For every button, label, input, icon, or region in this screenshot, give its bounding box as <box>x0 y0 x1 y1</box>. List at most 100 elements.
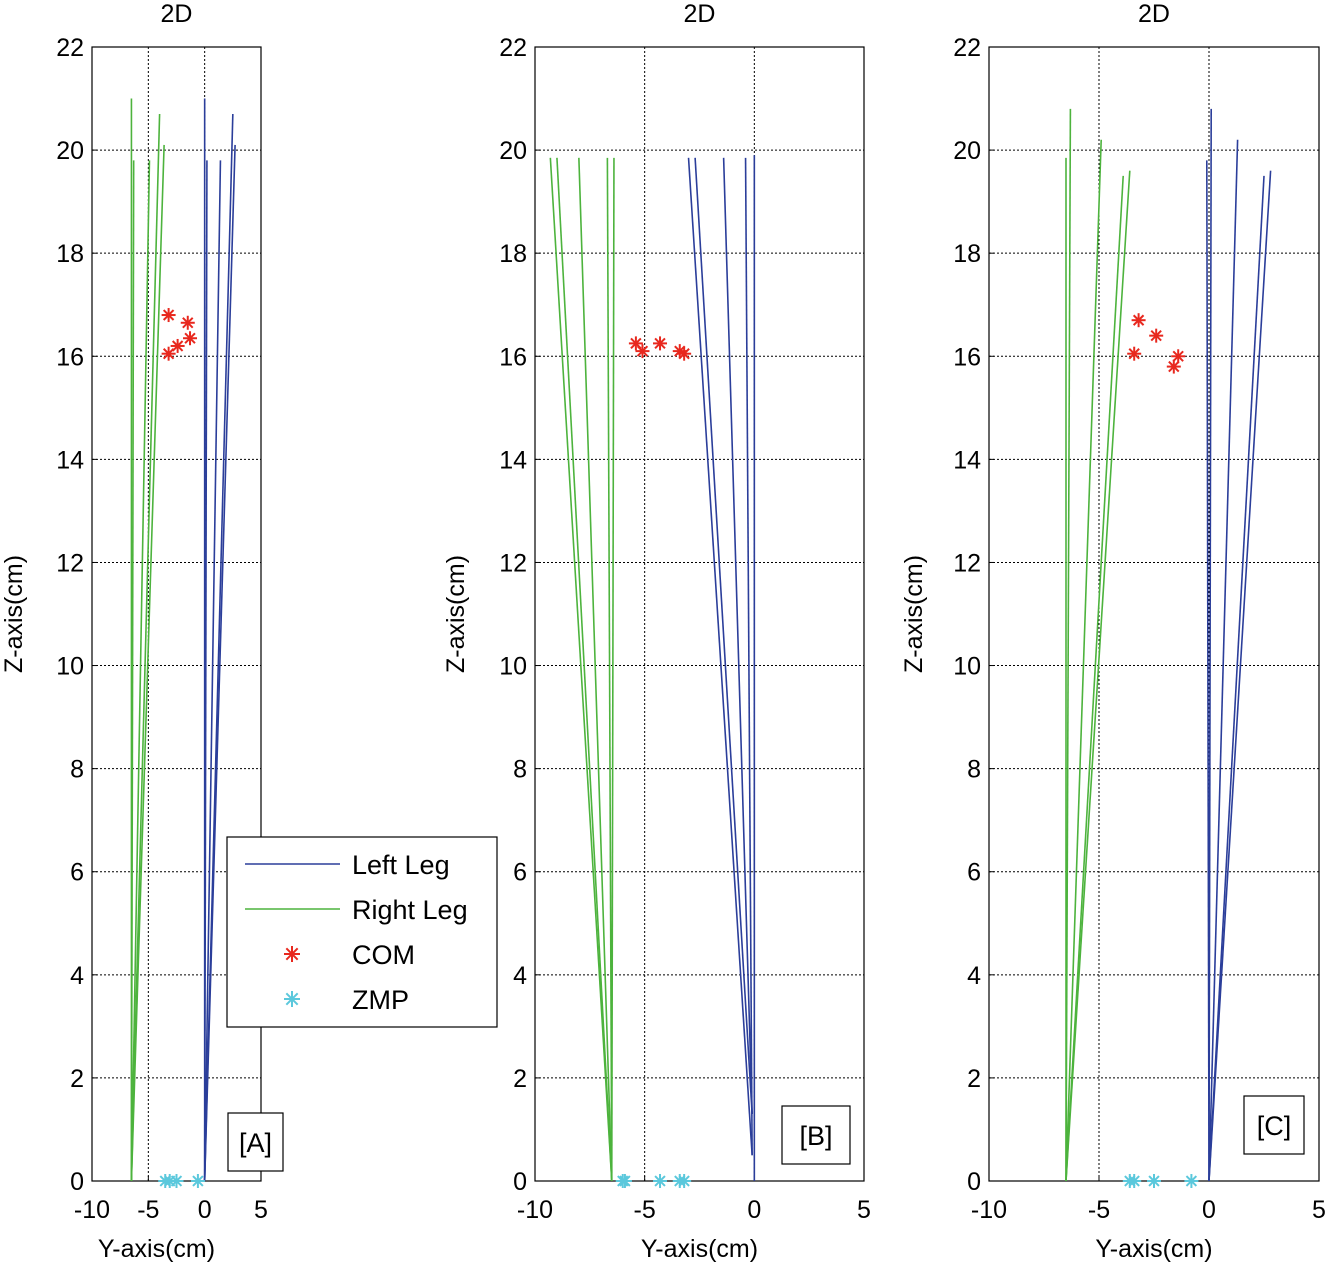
y-tick-label: 14 <box>56 446 84 474</box>
panel-a: -10 -5 0 5 0 2 4 6 8 10 12 14 16 18 20 22 2D Y-axis(cm) Z-… <box>0 0 284 1263</box>
y-tick-label: 0 <box>967 1168 981 1196</box>
com-marker-stroke <box>184 332 196 344</box>
y-tick-label: 18 <box>953 240 981 268</box>
right-leg-segment <box>549 157 613 1182</box>
right-leg-segment <box>130 144 165 1182</box>
y-tick-label: 22 <box>499 34 527 62</box>
left-leg-segment <box>203 160 222 1182</box>
zmp-marker <box>677 1174 692 1188</box>
com-marker <box>677 346 692 361</box>
x-tick-label: 5 <box>254 1196 268 1224</box>
y-tick-label: 16 <box>499 343 527 371</box>
right-leg-segment <box>556 157 613 1182</box>
x-axis-label: Y-axis(cm) <box>1095 1235 1212 1263</box>
x-axis-label: Y-axis(cm) <box>641 1235 758 1263</box>
panel-tag-box <box>781 1105 851 1165</box>
zmp-marker-stroke <box>192 1175 204 1187</box>
com-marker <box>170 338 185 353</box>
x-tick-label: 0 <box>1202 1196 1216 1224</box>
com-marker-stroke <box>636 345 649 357</box>
y-tick-label: 4 <box>70 962 84 990</box>
legend-label: Right Leg <box>352 895 468 925</box>
com-marker-stroke <box>678 348 690 360</box>
y-tick-label: 18 <box>56 240 84 268</box>
panel-b: -10 -5 0 5 0 2 4 6 8 10 12 14 16 18 20 22 2D Y-axis(cm) Z-… <box>442 0 871 1263</box>
legend: Left Leg Right Leg COM ZMP <box>226 836 498 1028</box>
right-leg-segment <box>130 160 135 1182</box>
zmp-marker-stroke <box>170 1175 183 1187</box>
y-tick-label: 14 <box>953 446 981 474</box>
zmp-marker-stroke <box>1128 1175 1140 1187</box>
y-tick-label: 12 <box>953 549 981 577</box>
y-tick-label: 2 <box>70 1065 84 1093</box>
com-marker-stroke <box>674 345 686 357</box>
com-marker <box>1131 313 1146 328</box>
legend-label: ZMP <box>352 985 409 1015</box>
right-leg-segment <box>606 157 613 1182</box>
y-tick-label: 16 <box>56 343 84 371</box>
y-tick-label: 10 <box>953 653 981 681</box>
zmp-marker <box>653 1174 668 1188</box>
zmp-marker <box>1147 1174 1161 1188</box>
y-axis-label: Z-axis(cm) <box>900 555 928 673</box>
x-tick-label: 5 <box>857 1196 871 1224</box>
y-tick-label: 8 <box>967 756 981 784</box>
legend-zmp-marker-stroke <box>285 992 299 1006</box>
chart-title: 2D <box>1138 0 1170 28</box>
left-leg-segment <box>203 160 208 1182</box>
x-axis-label: Y-axis(cm) <box>98 1235 215 1263</box>
com-marker-stroke <box>162 348 175 360</box>
com-marker <box>1149 328 1164 343</box>
legend-box <box>226 836 498 1028</box>
legend-label: COM <box>352 940 415 970</box>
legend-com-marker <box>284 946 300 962</box>
left-leg-segment <box>722 157 753 1115</box>
y-tick-label: 4 <box>513 962 527 990</box>
y-tick-label: 0 <box>70 1168 84 1196</box>
com-marker-stroke <box>162 309 175 321</box>
zmp-marker-stroke <box>619 1175 631 1187</box>
right-leg-segment <box>130 113 161 1182</box>
chart-title: 2D <box>161 0 193 28</box>
com-marker-stroke <box>1168 360 1180 373</box>
right-leg-segment <box>610 157 615 1182</box>
y-tick-label: 20 <box>499 137 527 165</box>
zmp-marker <box>1127 1174 1142 1188</box>
y-tick-label: 6 <box>513 859 527 887</box>
x-tick-label: 0 <box>198 1196 212 1224</box>
left-leg-segment <box>1208 170 1272 1182</box>
com-marker-stroke <box>1172 350 1184 362</box>
y-tick-label: 20 <box>56 137 84 165</box>
y-tick-label: 4 <box>967 962 981 990</box>
panel-tag-label: [B] <box>799 1121 832 1151</box>
com-marker <box>1166 359 1181 374</box>
chart-title: 2D <box>684 0 716 28</box>
zmp-marker-stroke <box>654 1175 666 1187</box>
left-leg-segment <box>744 157 753 1156</box>
right-leg-segment <box>1065 175 1124 1182</box>
y-axis-label: Z-axis(cm) <box>442 555 470 673</box>
left-leg-segment <box>1208 139 1239 1182</box>
y-tick-label: 14 <box>499 446 527 474</box>
left-leg-segment <box>1206 160 1210 1182</box>
zmp-marker <box>190 1174 205 1188</box>
y-tick-label: 8 <box>513 756 527 784</box>
panel-c: -10 -5 0 5 0 2 4 6 8 10 12 14 16 18 20 22 2D Y-axis(cm) Z-… <box>900 0 1326 1263</box>
y-tick-label: 10 <box>499 653 527 681</box>
y-tick-label: 12 <box>499 549 527 577</box>
right-leg-segment <box>130 160 151 1182</box>
panel-tag-label: [A] <box>239 1128 272 1158</box>
right-leg-segment <box>1065 170 1131 1182</box>
zmp-marker-stroke <box>1185 1175 1198 1187</box>
x-tick-label: -10 <box>74 1196 110 1224</box>
panel-tag-box <box>1243 1095 1305 1155</box>
zmp-marker-stroke <box>678 1175 690 1187</box>
zmp-marker <box>617 1174 632 1188</box>
legend-item: COM <box>284 940 415 970</box>
legend-item: Right Leg <box>245 895 468 925</box>
com-marker <box>161 346 176 361</box>
com-marker <box>635 344 650 359</box>
left-leg-segment <box>203 144 236 1182</box>
y-tick-label: 16 <box>953 343 981 371</box>
